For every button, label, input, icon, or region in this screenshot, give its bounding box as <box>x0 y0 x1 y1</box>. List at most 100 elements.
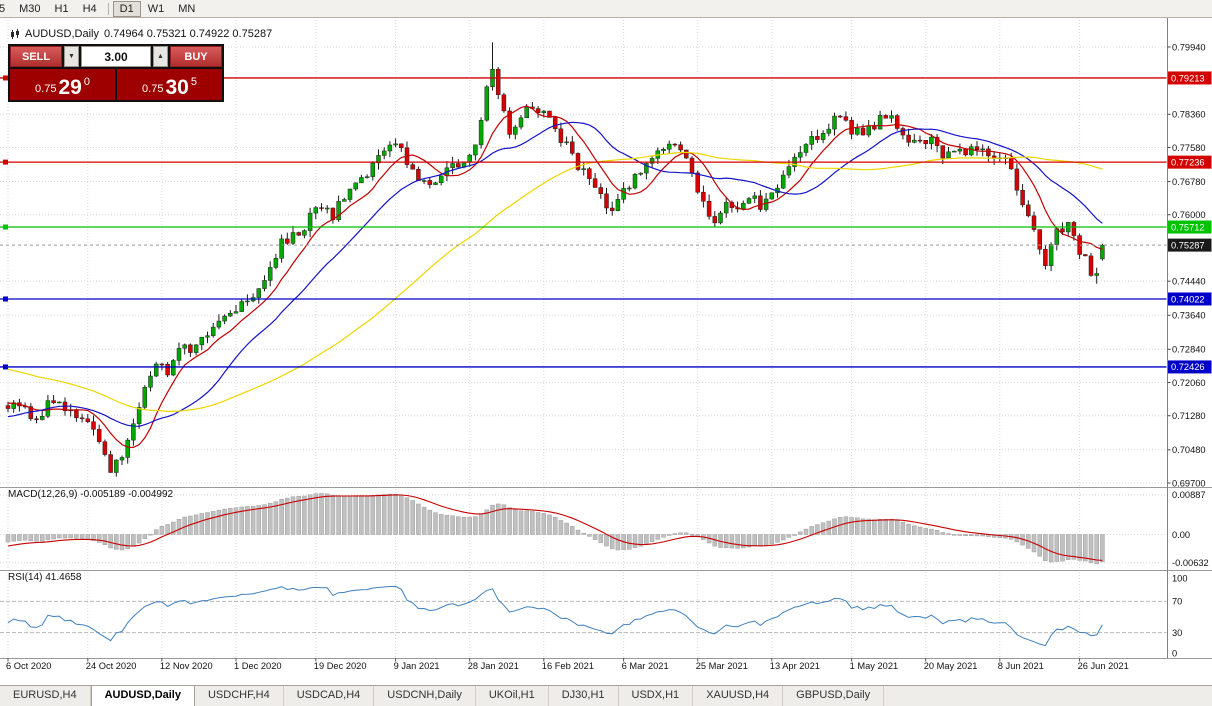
chart-title: AUDUSD,Daily 0.74964 0.75321 0.74922 0.7… <box>10 28 272 40</box>
svg-text:25 Mar 2021: 25 Mar 2021 <box>696 661 748 671</box>
price-lines <box>0 75 1167 370</box>
buy-price-big-digits: 30 <box>165 76 189 99</box>
sell-price-display[interactable]: 0.75 29 0 <box>10 69 115 100</box>
buy-price-pipette: 5 <box>190 76 197 88</box>
svg-text:12 Nov 2020: 12 Nov 2020 <box>160 661 213 671</box>
chart-tab-xauusd-h4[interactable]: XAUUSD,H4 <box>693 686 784 706</box>
svg-text:26 Jun 2021: 26 Jun 2021 <box>1078 661 1129 671</box>
macd-signal-line <box>7 494 1103 561</box>
line-anchor-handle[interactable] <box>3 296 8 302</box>
trade-panel-top-row: SELL ▼ 3.00 ▲ BUY <box>10 46 222 67</box>
svg-text:0.00887: 0.00887 <box>1172 490 1206 500</box>
chart-tab-usdchf-h4[interactable]: USDCHF,H4 <box>195 686 284 706</box>
svg-text:70: 70 <box>1172 597 1182 607</box>
rsi-indicator-label: RSI(14) 41.4658 <box>8 572 82 583</box>
rsi-levels <box>0 600 1167 634</box>
line-anchor-handle[interactable] <box>3 364 8 370</box>
price-badge <box>1168 360 1212 374</box>
time-axis[interactable]: 6 Oct 2020 24 Oct 2020 12 Nov 2020 1 Dec 20… <box>6 658 1129 671</box>
chart-tab-eurusd-h4[interactable]: EURUSD,H4 <box>0 686 91 706</box>
chart-symbol-period: AUDUSD,Daily <box>25 28 99 40</box>
svg-text:0.77236: 0.77236 <box>1171 157 1205 167</box>
volume-increase-button[interactable]: ▲ <box>153 46 168 67</box>
timeframe-button-h4[interactable]: H4 <box>76 1 104 17</box>
svg-text:0.72840: 0.72840 <box>1172 345 1206 355</box>
price-axis[interactable]: 0.79940 0.78360 0.77580 0.76780 0.76000 0.744… <box>1167 42 1212 659</box>
macd-panel <box>5 493 1105 565</box>
svg-text:0.78360: 0.78360 <box>1172 110 1206 120</box>
svg-text:24 Oct 2020: 24 Oct 2020 <box>86 661 137 671</box>
moving-averages <box>7 105 1103 449</box>
svg-text:0.72060: 0.72060 <box>1172 378 1206 388</box>
svg-text:20 May 2021: 20 May 2021 <box>924 661 978 671</box>
svg-text:6 Oct 2020: 6 Oct 2020 <box>6 661 51 671</box>
sell-button[interactable]: SELL <box>10 46 62 67</box>
macd-indicator-label: MACD(12,26,9) -0.005189 -0.004992 <box>8 489 174 500</box>
buy-price-prefix: 0.75 <box>142 83 164 95</box>
sell-price-big-digits: 29 <box>58 76 82 99</box>
chart-tab-usdcad-h4[interactable]: USDCAD,H4 <box>284 686 375 706</box>
line-anchor-handle[interactable] <box>3 224 8 230</box>
timeframe-button-d1[interactable]: D1 <box>112 0 141 17</box>
chart-ohlc-values: 0.74964 0.75321 0.74922 0.75287 <box>103 28 273 40</box>
chart-tab-audusd-daily[interactable]: AUDUSD,Daily <box>90 686 195 706</box>
one-click-trading-panel: SELL ▼ 3.00 ▲ BUY 0.75 29 0 0.75 30 5 <box>8 44 224 102</box>
toolbar-separator <box>107 2 109 15</box>
rsi-panel <box>7 585 1103 647</box>
timeframe-button-5[interactable]: 5 <box>0 1 12 17</box>
chart-tab-gbpusd-daily[interactable]: GBPUSD,Daily <box>783 686 885 706</box>
svg-text:100: 100 <box>1172 573 1188 583</box>
chart-tab-dj30-h1[interactable]: DJ30,H1 <box>549 686 619 706</box>
grid <box>0 20 1167 657</box>
svg-text:8 Jun 2021: 8 Jun 2021 <box>998 661 1044 671</box>
svg-text:0.73640: 0.73640 <box>1172 311 1206 321</box>
svg-text:0.70480: 0.70480 <box>1172 445 1206 455</box>
candlestick-chart-icon <box>11 28 19 39</box>
svg-text:0.76780: 0.76780 <box>1172 177 1206 187</box>
volume-input[interactable]: 3.00 <box>81 46 151 67</box>
svg-text:0.75712: 0.75712 <box>1171 222 1205 232</box>
price-badge <box>1168 71 1212 85</box>
price-badge <box>1168 220 1212 234</box>
buy-button[interactable]: BUY <box>170 46 222 67</box>
trade-panel-price-row: 0.75 29 0 0.75 30 5 <box>10 69 222 100</box>
ma-55-line <box>7 151 1103 412</box>
price-badge <box>1168 292 1212 306</box>
panel-separators <box>0 18 1212 659</box>
price-badge <box>1168 238 1212 252</box>
svg-text:30: 30 <box>1172 628 1182 638</box>
svg-text:1 Dec 2020: 1 Dec 2020 <box>234 661 282 671</box>
svg-text:9 Jan 2021: 9 Jan 2021 <box>394 661 440 671</box>
svg-text:13 Apr 2021: 13 Apr 2021 <box>770 661 820 671</box>
chart-tab-usdx-h1[interactable]: USDX,H1 <box>619 686 694 706</box>
price-badge <box>1168 155 1212 169</box>
svg-text:0.79213: 0.79213 <box>1171 73 1205 83</box>
ma-8-line <box>7 105 1103 449</box>
timeframe-button-m30[interactable]: M30 <box>12 1 47 17</box>
svg-text:0.71280: 0.71280 <box>1172 411 1206 421</box>
line-anchor-handle[interactable] <box>3 75 8 81</box>
svg-text:0.00: 0.00 <box>1172 530 1190 540</box>
chart-tabs-bar: EURUSD,H4 AUDUSD,Daily USDCHF,H4 USDCAD,H4 U… <box>0 685 1212 706</box>
timeframe-button-w1[interactable]: W1 <box>141 1 172 17</box>
svg-text:0.72426: 0.72426 <box>1171 362 1205 372</box>
svg-text:28 Jan 2021: 28 Jan 2021 <box>468 661 519 671</box>
svg-text:0.74440: 0.74440 <box>1172 276 1206 286</box>
svg-text:16 Feb 2021: 16 Feb 2021 <box>542 661 594 671</box>
sell-price-pipette: 0 <box>83 76 90 88</box>
chart-tab-ukoil-h1[interactable]: UKOil,H1 <box>476 686 549 706</box>
volume-decrease-button[interactable]: ▼ <box>64 46 79 67</box>
chart-tab-usdcnh-daily[interactable]: USDCNH,Daily <box>374 686 476 706</box>
svg-text:6 Mar 2021: 6 Mar 2021 <box>622 661 669 671</box>
sell-price-prefix: 0.75 <box>35 83 57 95</box>
timeframe-button-mn[interactable]: MN <box>171 1 202 17</box>
line-anchor-handle[interactable] <box>3 159 8 165</box>
svg-text:-0.00632: -0.00632 <box>1172 558 1209 568</box>
svg-text:0.69700: 0.69700 <box>1172 478 1206 488</box>
buy-price-display[interactable]: 0.75 30 5 <box>117 69 222 100</box>
timeframe-button-h1[interactable]: H1 <box>48 1 76 17</box>
svg-text:0.76000: 0.76000 <box>1172 210 1206 220</box>
